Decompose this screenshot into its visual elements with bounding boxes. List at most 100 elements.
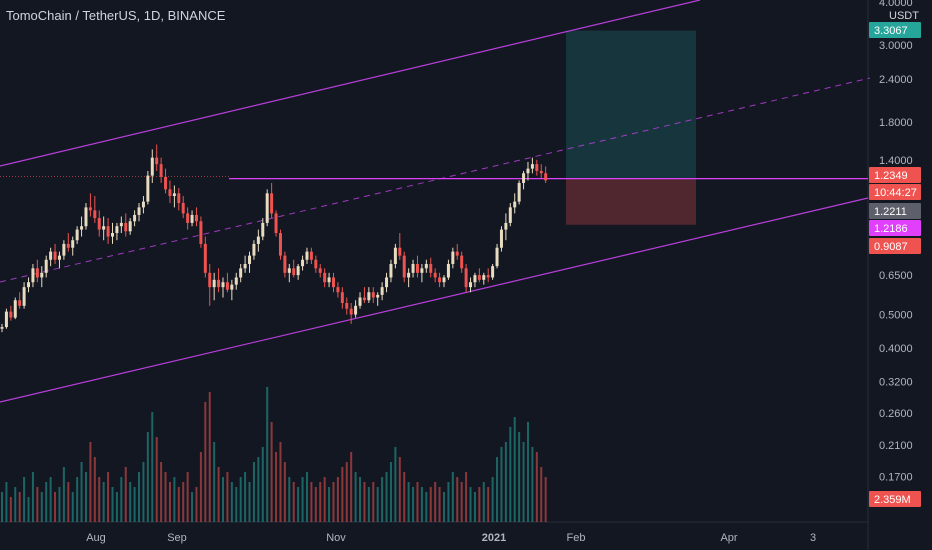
candle[interactable] xyxy=(433,268,437,283)
candle[interactable] xyxy=(367,287,371,303)
candle[interactable] xyxy=(358,292,362,309)
candle[interactable] xyxy=(159,157,163,183)
candle[interactable] xyxy=(203,236,207,278)
candle[interactable] xyxy=(402,251,406,283)
candle[interactable] xyxy=(146,170,150,205)
candle[interactable] xyxy=(270,182,274,219)
candle[interactable] xyxy=(336,282,340,298)
candle[interactable] xyxy=(71,236,75,256)
candle[interactable] xyxy=(22,282,26,309)
candle[interactable] xyxy=(464,263,468,293)
candle[interactable] xyxy=(415,255,419,278)
candle[interactable] xyxy=(221,277,225,298)
candle[interactable] xyxy=(137,203,141,222)
candle[interactable] xyxy=(13,297,17,320)
candle[interactable] xyxy=(190,210,194,227)
candle[interactable] xyxy=(473,272,477,288)
candle[interactable] xyxy=(287,263,291,283)
candle[interactable] xyxy=(4,308,8,329)
candle[interactable] xyxy=(181,196,185,219)
candle[interactable] xyxy=(119,216,123,234)
candle[interactable] xyxy=(318,263,322,278)
candle[interactable] xyxy=(495,243,499,269)
candle[interactable] xyxy=(35,259,39,283)
candle[interactable] xyxy=(526,161,530,181)
candle[interactable] xyxy=(371,287,375,303)
candle[interactable] xyxy=(393,243,397,269)
candle[interactable] xyxy=(455,243,459,260)
candle[interactable] xyxy=(283,251,287,278)
candle[interactable] xyxy=(451,247,455,269)
candle[interactable] xyxy=(442,275,446,288)
candle[interactable] xyxy=(93,196,97,223)
candle[interactable] xyxy=(84,203,88,230)
candle[interactable] xyxy=(380,282,384,301)
candle[interactable] xyxy=(128,218,132,235)
candle[interactable] xyxy=(141,196,145,214)
candle[interactable] xyxy=(460,251,464,273)
candle[interactable] xyxy=(243,255,247,273)
channel-lower-line[interactable] xyxy=(0,197,869,403)
candle[interactable] xyxy=(420,263,424,283)
candle[interactable] xyxy=(111,222,114,244)
candle[interactable] xyxy=(239,263,243,283)
candle[interactable] xyxy=(398,233,402,260)
candle[interactable] xyxy=(62,240,66,260)
candle[interactable] xyxy=(535,159,539,176)
candle[interactable] xyxy=(446,259,450,280)
candle[interactable] xyxy=(261,218,265,241)
candle[interactable] xyxy=(301,255,305,271)
candle[interactable] xyxy=(75,226,79,244)
candle[interactable] xyxy=(27,277,31,293)
candle[interactable] xyxy=(508,203,512,227)
candle[interactable] xyxy=(530,157,534,174)
candle[interactable] xyxy=(106,218,110,244)
candle[interactable] xyxy=(0,323,4,333)
candle[interactable] xyxy=(362,287,366,303)
candle[interactable] xyxy=(225,272,229,293)
candle[interactable] xyxy=(199,216,203,248)
candle[interactable] xyxy=(265,189,269,227)
channel-upper-line[interactable] xyxy=(0,0,701,167)
candle[interactable] xyxy=(18,292,22,309)
candle[interactable] xyxy=(517,180,521,205)
candle[interactable] xyxy=(482,272,486,285)
candle[interactable] xyxy=(376,292,380,306)
candle[interactable] xyxy=(438,272,442,288)
candle[interactable] xyxy=(49,247,53,267)
candle[interactable] xyxy=(97,210,101,237)
candle[interactable] xyxy=(544,166,548,183)
candle[interactable] xyxy=(115,222,119,241)
candle[interactable] xyxy=(252,240,256,260)
candle[interactable] xyxy=(208,263,212,306)
candle[interactable] xyxy=(168,180,172,204)
candle[interactable] xyxy=(305,247,309,264)
candle[interactable] xyxy=(407,268,411,288)
candle[interactable] xyxy=(88,193,92,217)
candle[interactable] xyxy=(9,305,13,321)
candle[interactable] xyxy=(124,213,128,237)
candle[interactable] xyxy=(177,188,181,211)
candle[interactable] xyxy=(477,268,481,283)
candle[interactable] xyxy=(164,168,168,194)
candle[interactable] xyxy=(31,263,35,288)
candle[interactable] xyxy=(314,255,318,273)
candle[interactable] xyxy=(323,268,327,288)
candle[interactable] xyxy=(429,257,433,278)
candle[interactable] xyxy=(44,255,48,278)
candle[interactable] xyxy=(248,251,252,273)
candle[interactable] xyxy=(278,229,282,260)
candle[interactable] xyxy=(234,272,238,290)
candle[interactable] xyxy=(66,233,70,252)
candle[interactable] xyxy=(385,272,389,293)
candle[interactable] xyxy=(150,149,154,183)
candle[interactable] xyxy=(194,207,198,227)
candle[interactable] xyxy=(349,302,353,324)
candle[interactable] xyxy=(491,263,495,280)
candle[interactable] xyxy=(309,247,313,264)
candle[interactable] xyxy=(230,279,234,301)
candle[interactable] xyxy=(504,213,508,241)
candle[interactable] xyxy=(354,300,358,318)
candle[interactable] xyxy=(155,144,159,171)
